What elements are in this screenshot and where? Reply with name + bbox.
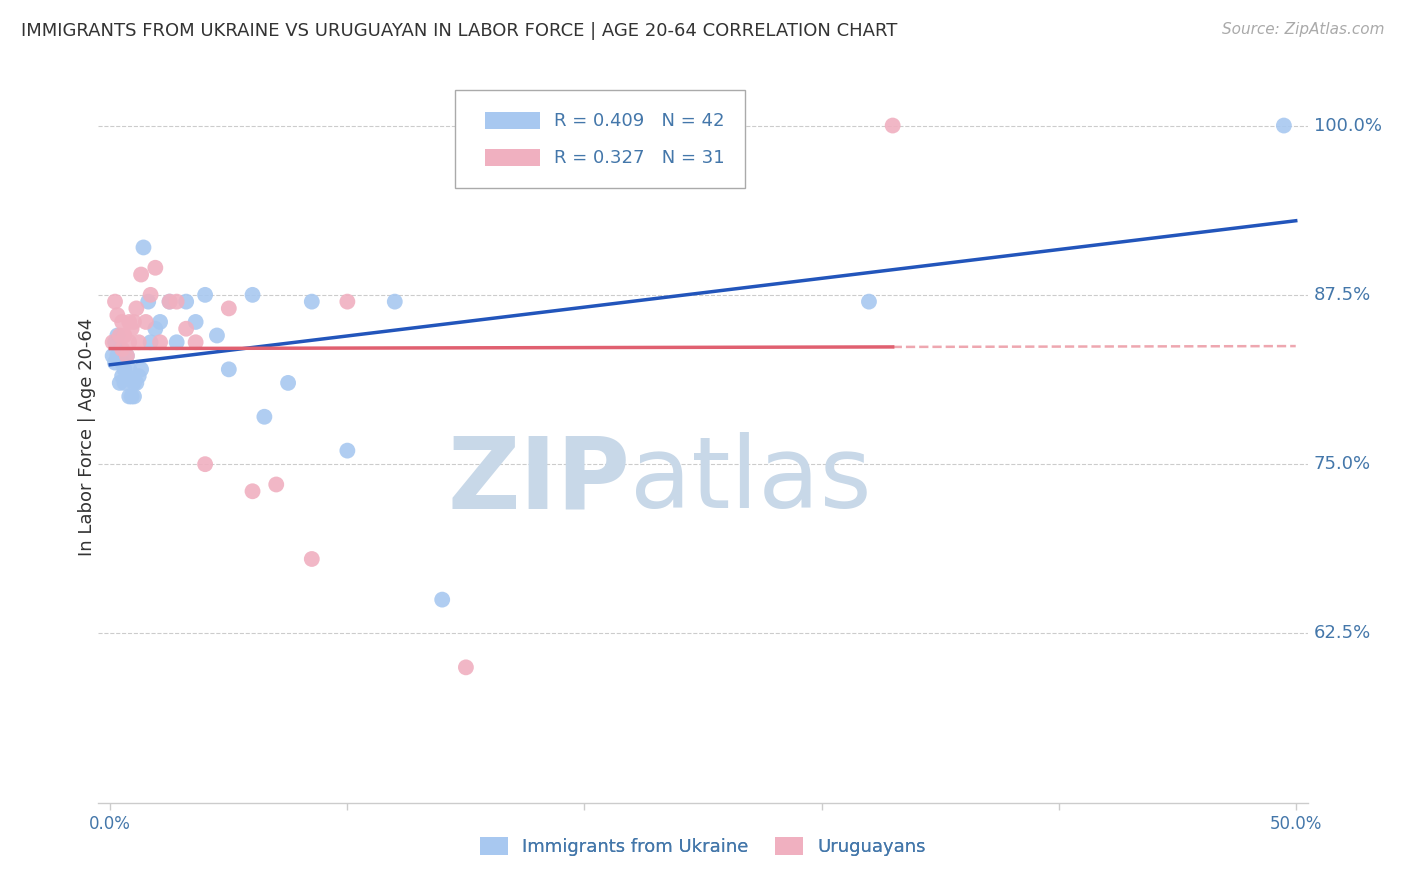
Point (122, 315, 145, 329)
Point (114, 328, 136, 343)
Point (115, 349, 138, 363)
Text: 62.5%: 62.5% (1313, 624, 1371, 642)
Point (129, 362, 152, 376)
Point (105, 328, 128, 343)
Point (1272, 119, 1295, 133)
Point (301, 552, 323, 566)
Point (277, 376, 299, 390)
Point (336, 294, 359, 309)
FancyBboxPatch shape (456, 90, 745, 188)
Point (118, 389, 141, 403)
Point (122, 376, 145, 390)
Point (129, 268, 152, 282)
Point (242, 484, 264, 499)
Point (143, 260, 166, 275)
Point (184, 315, 207, 329)
Text: R = 0.409   N = 42: R = 0.409 N = 42 (554, 112, 724, 129)
Point (121, 389, 143, 403)
Point (184, 335, 207, 350)
Point (128, 335, 150, 350)
Point (242, 288, 264, 302)
Legend: Immigrants from Ukraine, Uruguayans: Immigrants from Ukraine, Uruguayans (474, 830, 932, 863)
Point (101, 335, 124, 350)
Point (194, 457, 217, 471)
Point (132, 240, 155, 254)
Point (166, 294, 188, 309)
Point (118, 362, 141, 376)
Text: R = 0.327   N = 31: R = 0.327 N = 31 (554, 149, 725, 167)
Point (264, 477, 287, 491)
Text: 100.0%: 100.0% (1313, 117, 1382, 135)
Point (136, 294, 159, 309)
Point (194, 288, 217, 302)
Point (118, 335, 141, 350)
Point (125, 301, 148, 316)
Point (159, 294, 181, 309)
Point (115, 369, 138, 384)
Point (105, 349, 128, 363)
Point (218, 301, 240, 316)
Point (125, 376, 148, 390)
Point (336, 443, 359, 458)
Point (174, 294, 197, 309)
Point (205, 328, 228, 343)
Y-axis label: In Labor Force | Age 20-64: In Labor Force | Age 20-64 (79, 318, 96, 557)
Bar (485, 150, 540, 166)
Point (301, 294, 323, 309)
Point (149, 315, 172, 329)
Text: IMMIGRANTS FROM UKRAINE VS URUGUAYAN IN LABOR FORCE | AGE 20-64 CORRELATION CHAR: IMMIGRANTS FROM UKRAINE VS URUGUAYAN IN … (21, 22, 897, 40)
Text: atlas: atlas (630, 433, 872, 530)
Point (118, 315, 141, 329)
Point (143, 322, 166, 336)
Point (135, 315, 157, 329)
Point (882, 119, 904, 133)
Point (174, 322, 197, 336)
Point (218, 362, 240, 376)
Point (149, 335, 172, 350)
Point (114, 362, 136, 376)
Point (159, 294, 181, 309)
Text: 75.0%: 75.0% (1313, 455, 1371, 473)
Point (384, 294, 406, 309)
Text: ZIP: ZIP (447, 433, 630, 530)
Point (111, 342, 134, 356)
Point (858, 294, 880, 309)
Point (104, 294, 127, 309)
Point (108, 376, 131, 390)
Point (432, 592, 454, 607)
Point (101, 349, 124, 363)
Point (122, 389, 145, 403)
Point (105, 308, 128, 322)
Point (104, 355, 127, 369)
Point (128, 369, 150, 384)
Point (111, 315, 134, 329)
Point (111, 355, 134, 369)
Point (121, 322, 143, 336)
Point (115, 349, 138, 363)
Text: 87.5%: 87.5% (1313, 285, 1371, 304)
Point (454, 660, 477, 674)
Point (253, 409, 276, 424)
Bar (485, 112, 540, 128)
Point (139, 335, 162, 350)
Point (114, 376, 136, 390)
Point (166, 335, 188, 350)
Point (108, 328, 131, 343)
Point (111, 369, 134, 384)
Point (108, 342, 131, 356)
Point (139, 288, 162, 302)
Text: Source: ZipAtlas.com: Source: ZipAtlas.com (1222, 22, 1385, 37)
Point (104, 335, 127, 350)
